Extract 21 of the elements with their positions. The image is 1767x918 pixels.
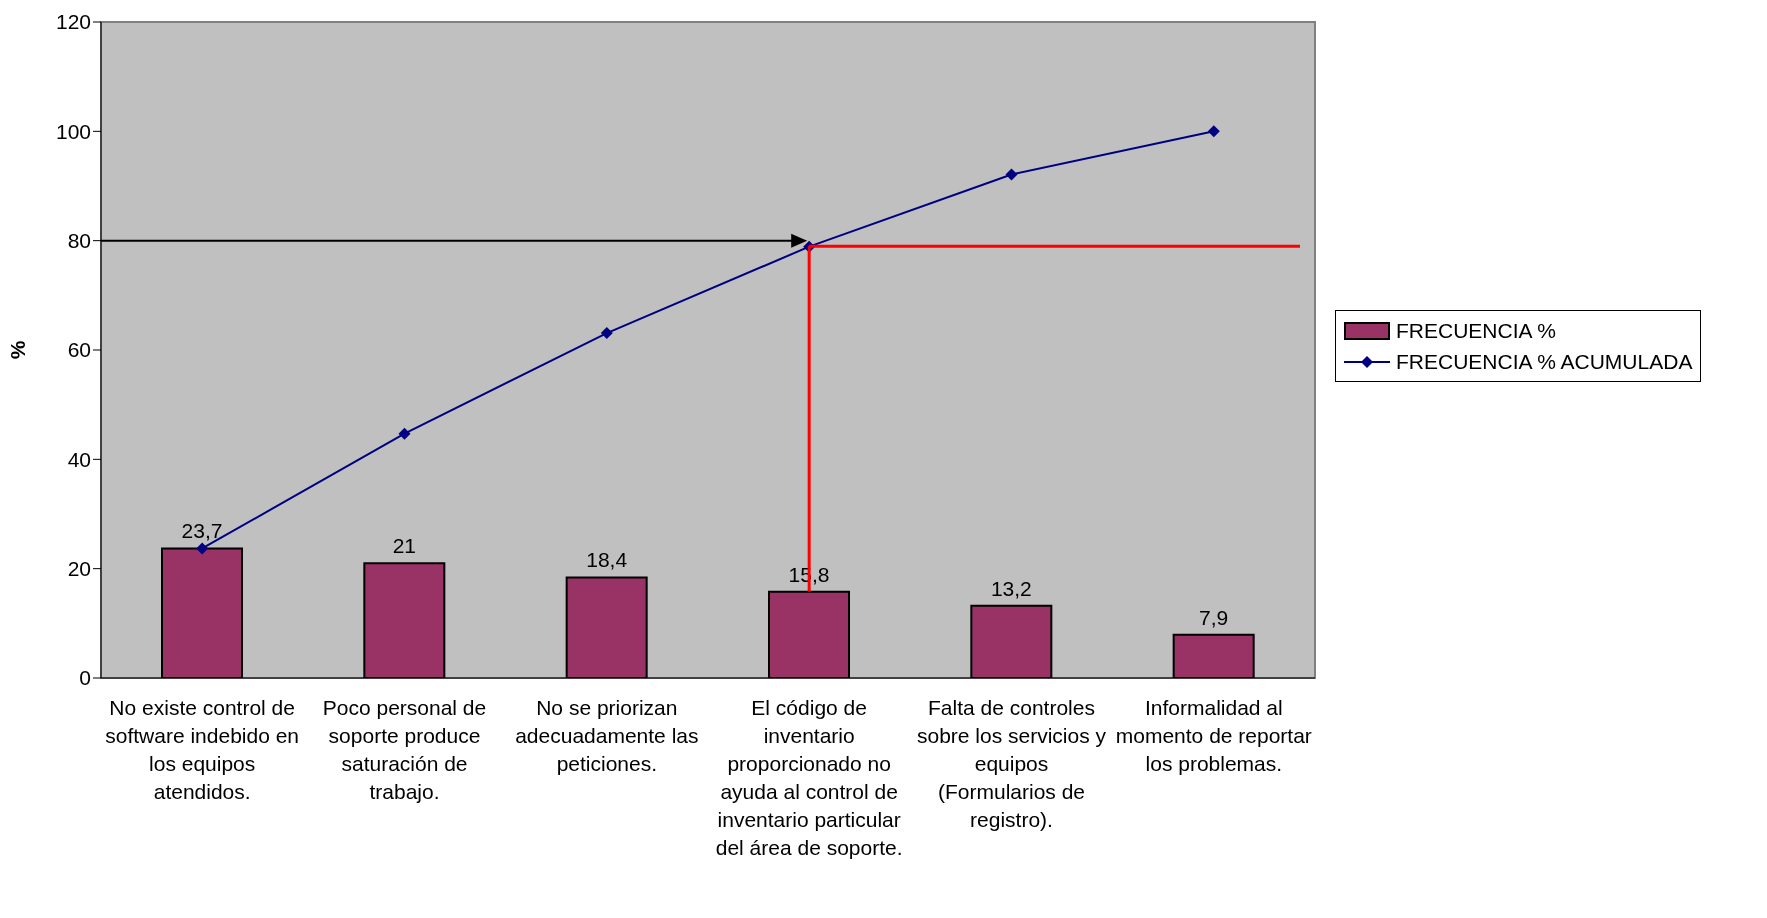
data-label: 7,9 <box>1199 605 1229 629</box>
x-tick-label: Falta de controles sobre los servicios y equipos (Formularios de registro). <box>916 695 1107 831</box>
y-tick-label: 80 <box>67 229 91 253</box>
legend-label: FRECUENCIA % <box>1396 318 1556 344</box>
y-tick-label: 100 <box>55 119 91 143</box>
y-tick-label: 60 <box>67 338 91 362</box>
y-axis-title: % <box>6 340 30 360</box>
x-tick-label: Poco personal de soporte produce saturación de trabajo. <box>322 695 487 803</box>
data-label: 21 <box>392 534 417 558</box>
x-tick-label: Informalidad al momento de reportar los problemas. <box>1115 695 1312 775</box>
y-tick-label: 0 <box>79 666 91 690</box>
data-label: 18,4 <box>586 548 628 572</box>
legend-label: FRECUENCIA % ACUMULADA <box>1396 349 1693 375</box>
x-tick-label: No existe control de software indebido en los equipos atendidos. <box>105 695 300 803</box>
y-tick-label: 20 <box>67 557 91 581</box>
data-label: 23,7 <box>181 519 223 543</box>
data-label: 13,2 <box>990 576 1032 600</box>
y-tick-label: 40 <box>67 447 91 471</box>
y-tick-label: 120 <box>55 10 91 34</box>
x-tick-label: No se priorizan adecuadamente las peticiones. <box>515 695 699 775</box>
x-tick-label: El código de inventario proporcionado no ayuda al control de inventario particular del área de soporte. <box>715 695 903 859</box>
